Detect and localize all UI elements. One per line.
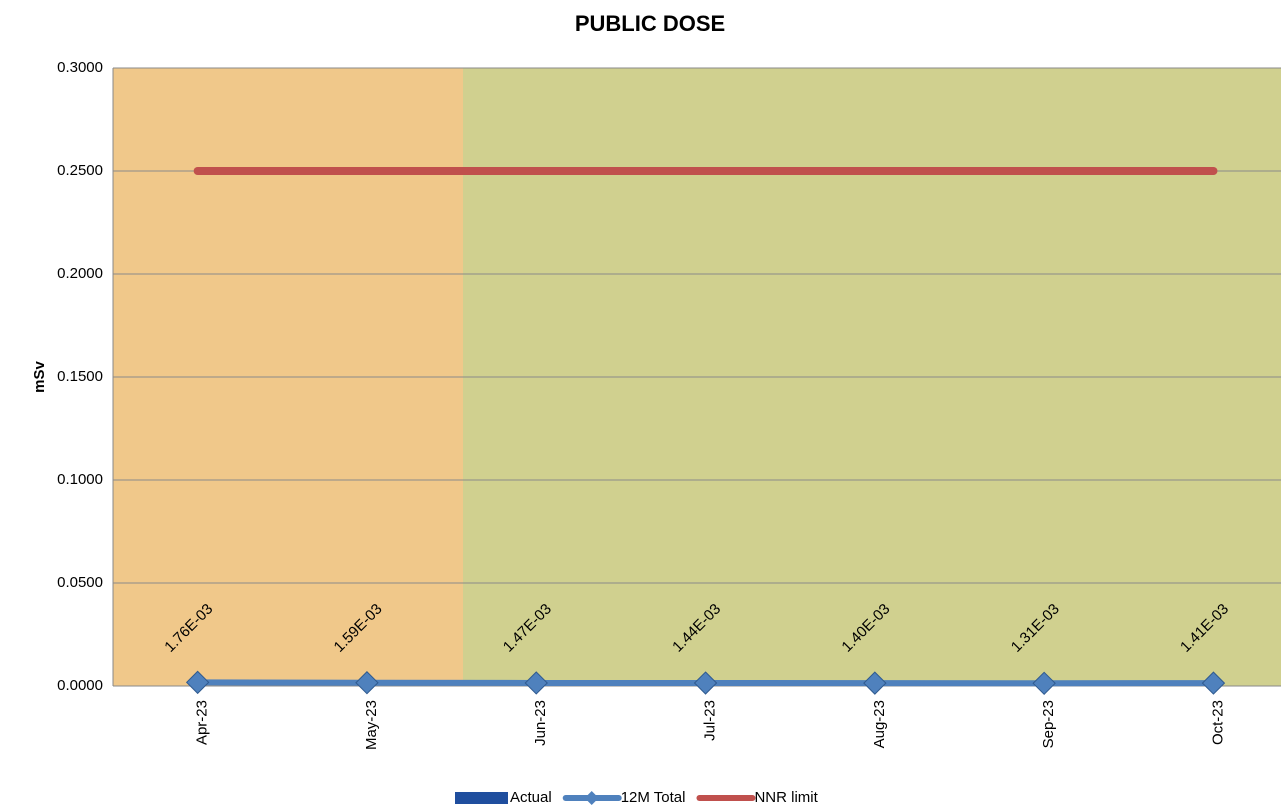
y-tick-label: 0.1500 xyxy=(57,368,103,385)
marker xyxy=(524,671,548,695)
x-tick-label: Oct-23 xyxy=(1209,700,1226,745)
y-tick-label: 0.0500 xyxy=(57,574,103,591)
x-tick-label: Jul-23 xyxy=(702,700,719,741)
y-axis-title: mSv xyxy=(31,361,48,393)
marker xyxy=(1032,671,1056,696)
y-tick-label: 0.3000 xyxy=(57,59,103,76)
y-tick-label: 0.2000 xyxy=(57,265,103,282)
marker xyxy=(355,671,379,695)
legend-swatch xyxy=(455,792,508,804)
x-tick-label: May-23 xyxy=(363,700,380,750)
marker xyxy=(693,671,718,695)
legend-marker xyxy=(584,791,599,805)
x-tick-label: Apr-23 xyxy=(194,700,211,745)
marker xyxy=(863,671,887,695)
marker xyxy=(185,670,210,695)
y-tick-label: 0.0000 xyxy=(57,677,103,694)
x-tick-label: Sep-23 xyxy=(1040,700,1057,748)
x-tick-label: Jun-23 xyxy=(532,700,549,746)
legend-label: 12M Total xyxy=(621,789,686,806)
y-tick-label: 0.1000 xyxy=(57,471,103,488)
marker xyxy=(1201,671,1226,695)
legend-label: NNR limit xyxy=(754,789,818,806)
y-tick-label: 0.2500 xyxy=(57,162,103,179)
chart-title: PUBLIC DOSE xyxy=(575,11,725,36)
x-tick-label: Aug-23 xyxy=(871,700,888,748)
legend-label: Actual xyxy=(510,789,552,806)
